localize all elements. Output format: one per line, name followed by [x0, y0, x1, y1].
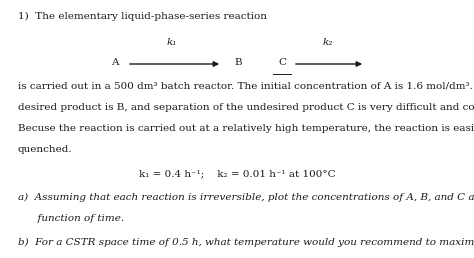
- Text: B: B: [234, 58, 242, 67]
- Text: k₁: k₁: [167, 38, 177, 47]
- Text: is carried out in a 500 dm³ batch reactor. The initial concentration of A is 1.6: is carried out in a 500 dm³ batch reacto…: [18, 81, 474, 90]
- Text: b)  For a CSTR space time of 0.5 h, what temperature would you recommend to maxi: b) For a CSTR space time of 0.5 h, what …: [18, 238, 474, 247]
- Text: Becuse the reaction is carried out at a relatively high temperature, the reactio: Becuse the reaction is carried out at a …: [18, 124, 474, 133]
- Text: desired product is B, and separation of the undesired product C is very difficul: desired product is B, and separation of …: [18, 102, 474, 111]
- Text: C: C: [278, 58, 286, 67]
- Text: function of time.: function of time.: [18, 214, 124, 223]
- Text: 1)  The elementary liquid-phase-series reaction: 1) The elementary liquid-phase-series re…: [18, 12, 267, 21]
- Text: A: A: [111, 58, 119, 67]
- Text: quenched.: quenched.: [18, 146, 73, 155]
- Text: k₁ = 0.4 h⁻¹;    k₂ = 0.01 h⁻¹ at 100°C: k₁ = 0.4 h⁻¹; k₂ = 0.01 h⁻¹ at 100°C: [139, 169, 335, 178]
- Text: a)  Assuming that each reaction is irreversible, plot the concentrations of A, B: a) Assuming that each reaction is irreve…: [18, 192, 474, 201]
- Text: k₂: k₂: [323, 38, 333, 47]
